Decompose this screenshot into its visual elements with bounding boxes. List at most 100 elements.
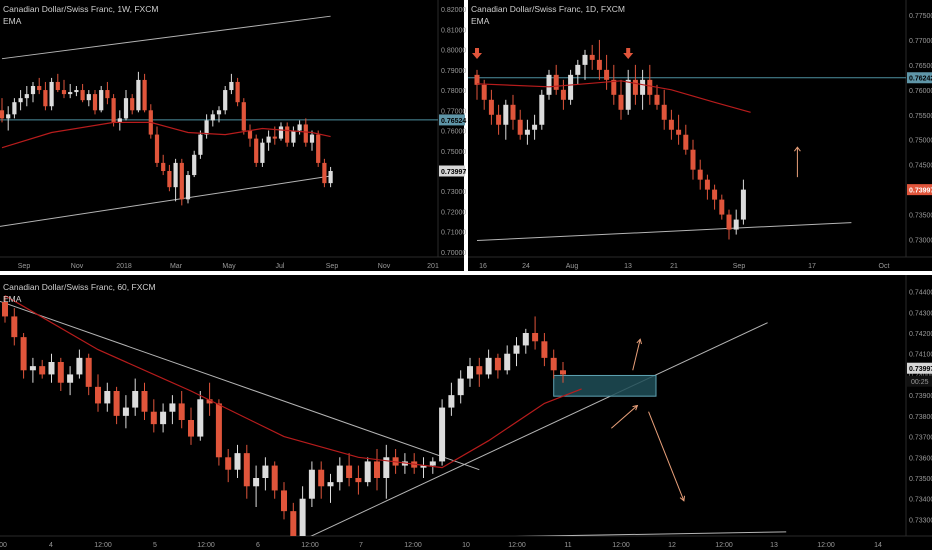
projection-arrow[interactable] xyxy=(632,339,641,371)
horizontal-separator[interactable] xyxy=(0,271,932,275)
bar-countdown: 00:25 xyxy=(911,379,929,386)
candle-body xyxy=(160,411,167,425)
daily-x-axis[interactable]: 16 24 Aug 13 21 Sep 17 Oct xyxy=(479,263,889,270)
candle-body xyxy=(647,79,653,95)
current-price-tag-bg xyxy=(907,184,932,196)
trend-line[interactable] xyxy=(0,175,331,232)
daily-chart-title: Canadian Dollar/Swiss Franc, 1D, FXCM xyxy=(471,4,625,14)
x-tick-label: 14 xyxy=(874,542,882,549)
trend-line[interactable] xyxy=(476,222,852,242)
x-tick-label: 21 xyxy=(670,263,678,270)
hourly-indicator-label[interactable]: EMA xyxy=(3,294,22,304)
trend-line[interactable] xyxy=(303,531,787,540)
projection-arrow[interactable] xyxy=(611,405,638,429)
y-tick-label: 0.76000 xyxy=(441,129,466,136)
candle-body xyxy=(640,79,646,95)
y-tick-label: 0.74200 xyxy=(909,331,932,338)
candle-body xyxy=(254,138,259,163)
candle-body xyxy=(20,337,27,371)
y-tick-label: 0.72000 xyxy=(441,209,466,216)
candle-body xyxy=(206,399,213,404)
daily-chart-panel[interactable]: 0.77500 0.77000 0.76500 0.76000 0.75500 0.750… xyxy=(468,0,932,270)
projection-arrow[interactable] xyxy=(648,411,685,501)
candle-body xyxy=(510,104,516,120)
candle-body xyxy=(161,162,166,171)
weekly-x-axis[interactable]: Sep Nov 2018 Mar May Jul Sep Nov 201 xyxy=(18,263,439,270)
hourly-chart-panel[interactable]: 0.744000.743000.742000.741000.740000.739… xyxy=(0,275,932,549)
y-tick-label: 0.82000 xyxy=(441,7,466,14)
y-tick-label: 0.75500 xyxy=(909,113,932,120)
support-zone-rectangle[interactable] xyxy=(553,374,657,397)
weekly-indicator-label[interactable]: EMA xyxy=(3,16,22,26)
candle-body xyxy=(179,162,184,200)
current-price-tag[interactable]: 0.73997 xyxy=(909,188,932,195)
hourly-x-axis[interactable]: 00 4 12:00 5 12:00 6 12:00 7 12:00 10 12:00 11 12:00… xyxy=(0,542,882,549)
candle-body xyxy=(99,90,104,111)
candle-body xyxy=(49,81,54,107)
y-tick-label: 0.74400 xyxy=(909,290,932,297)
candle-body xyxy=(76,357,83,375)
down-arrow-marker[interactable] xyxy=(472,48,482,59)
candle-body xyxy=(676,129,682,135)
candle-body xyxy=(192,154,197,176)
candle-body xyxy=(541,341,548,358)
y-tick-label: 0.76500 xyxy=(909,63,932,70)
x-tick-label: 12:00 xyxy=(94,542,112,549)
weekly-chart-panel[interactable]: 0.82000 0.81000 0.80000 0.79000 0.78000 0.770… xyxy=(0,0,466,270)
projection-arrow-head[interactable] xyxy=(632,404,639,411)
x-tick-label: Mar xyxy=(170,263,183,270)
candle-body xyxy=(122,407,129,416)
level-price-tag-bg xyxy=(439,114,465,126)
candle-body xyxy=(308,469,315,499)
vertical-separator[interactable] xyxy=(464,0,468,272)
x-tick-label: 00 xyxy=(0,542,7,549)
y-tick-label: 0.74300 xyxy=(909,310,932,317)
up-arrow-head[interactable] xyxy=(794,146,801,152)
candle-body xyxy=(167,170,172,188)
candle-body xyxy=(188,420,194,437)
projection-arrow-head[interactable] xyxy=(679,495,686,502)
candle-body xyxy=(55,81,60,91)
level-price-tag[interactable]: 0.76524 xyxy=(441,118,466,125)
y-tick-label: 0.77000 xyxy=(441,108,466,115)
candle-body xyxy=(247,130,253,139)
x-tick-label: 13 xyxy=(624,263,632,270)
level-price-tag[interactable]: 0.76242 xyxy=(909,76,932,83)
hourly-y-axis[interactable]: 0.744000.743000.742000.741000.740000.739… xyxy=(907,290,932,525)
projection-arrow-head[interactable] xyxy=(636,338,642,345)
candle-body xyxy=(39,366,46,375)
trend-line[interactable] xyxy=(1,15,331,60)
y-tick-label: 0.77000 xyxy=(909,38,932,45)
candle-body xyxy=(291,130,296,143)
candle-body xyxy=(550,357,557,371)
candle-body xyxy=(130,98,135,111)
ema-line[interactable] xyxy=(4,295,582,469)
candle-body xyxy=(582,54,588,65)
ema-line[interactable] xyxy=(476,80,751,113)
weekly-plot-area xyxy=(0,15,438,232)
candle-body xyxy=(43,90,48,107)
down-arrow-marker[interactable] xyxy=(623,48,634,59)
trend-line[interactable] xyxy=(0,300,480,471)
candle-body xyxy=(448,395,455,408)
current-price-tag[interactable]: 0.73997 xyxy=(441,169,466,176)
ema-line[interactable] xyxy=(1,121,331,149)
candle-body xyxy=(37,86,42,91)
candle-body xyxy=(539,94,545,125)
x-tick-label: Nov xyxy=(378,263,391,270)
candle-body xyxy=(485,357,492,375)
y-tick-label: 0.74100 xyxy=(909,352,932,359)
candle-body xyxy=(604,69,610,80)
x-tick-label: 2018 xyxy=(116,263,132,270)
candle-body xyxy=(481,84,487,100)
trend-line[interactable] xyxy=(303,322,768,541)
current-price-tag[interactable]: 0.73997 xyxy=(909,366,932,373)
y-tick-label: 0.73600 xyxy=(909,455,932,462)
candle-body xyxy=(2,301,8,317)
candle-body xyxy=(575,64,581,75)
candle-body xyxy=(488,99,494,115)
daily-indicator-label[interactable]: EMA xyxy=(471,16,490,26)
weekly-y-axis[interactable]: 0.82000 0.81000 0.80000 0.79000 0.78000 0.770… xyxy=(439,7,466,257)
candle-body xyxy=(154,134,160,163)
daily-y-axis[interactable]: 0.77500 0.77000 0.76500 0.76000 0.75500 0.750… xyxy=(907,13,932,245)
